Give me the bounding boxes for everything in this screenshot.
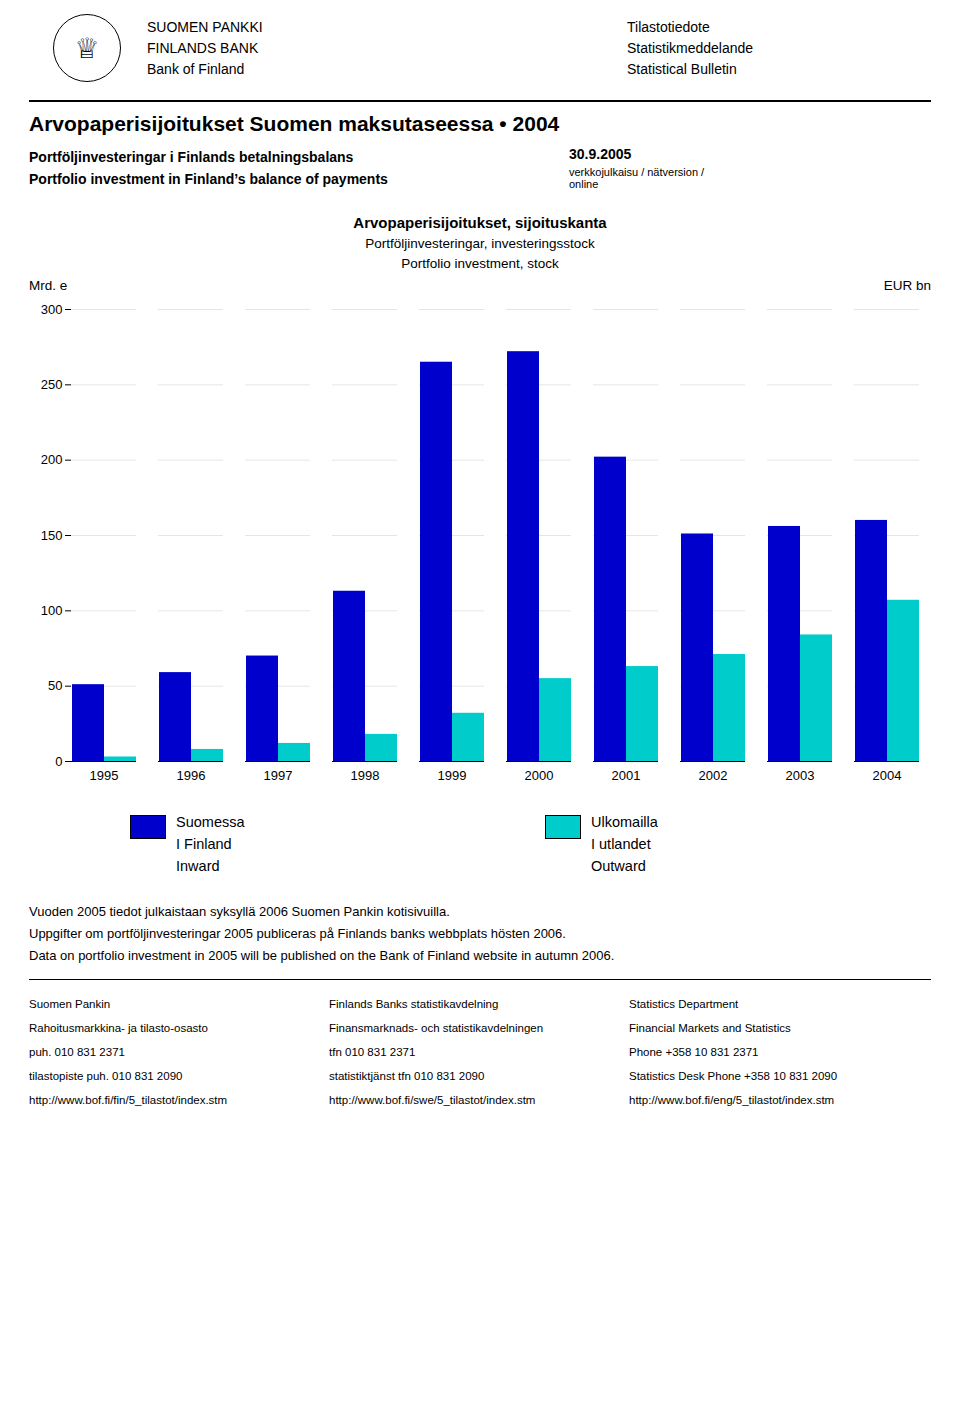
html-text:http://www.bof.fi/swe/5_tilast: http://www.bof.fi/swe/5_tilastot/index.s… xyxy=(329,1094,536,1106)
svg-text:1999: 1999 xyxy=(438,768,467,783)
html-text:verkkojulkaisu / nätversion /: verkkojulkaisu / nätversion / online xyxy=(569,166,705,190)
html-text:Portfolio investment in Finlan: Portfolio investment in Finland’s balanc… xyxy=(29,171,388,187)
svg-text:1998: 1998 xyxy=(351,768,380,783)
html-text:Tilastotiedote: Tilastotiedote xyxy=(627,18,710,35)
html-text:tfn 010 831 2371: tfn 010 831 2371 xyxy=(329,1046,416,1058)
svg-text:200: 200 xyxy=(41,452,63,467)
html-text:Bank of Finland: Bank of Finland xyxy=(147,60,245,77)
html-text:Finlands Banks statistikavdeln: Finlands Banks statistikavdelning xyxy=(329,998,499,1010)
svg-text:1995: 1995 xyxy=(90,768,119,783)
html-text:Portföljinvesteringar, investe: Portföljinvesteringar, investeringsstock xyxy=(365,236,595,251)
svg-text:250: 250 xyxy=(41,377,63,392)
html-text:Rahoitusmarkkina- ja tilasto-o: Rahoitusmarkkina- ja tilasto-osasto xyxy=(29,1022,208,1034)
html-text:statistiktjänst tfn 010 831 20: statistiktjänst tfn 010 831 2090 xyxy=(329,1070,485,1082)
html-text:tilastopiste puh. 010 831 2090: tilastopiste puh. 010 831 2090 xyxy=(29,1070,183,1082)
svg-text:1996: 1996 xyxy=(177,768,206,783)
html-text:Vuoden 2005 tiedot julkaistaan: Vuoden 2005 tiedot julkaistaan syksyllä … xyxy=(29,904,450,919)
svg-text:2000: 2000 xyxy=(525,768,554,783)
html-text:FINLANDS BANK: FINLANDS BANK xyxy=(147,39,259,56)
html-text:Statistics Desk Phone +358 10: Statistics Desk Phone +358 10 831 2090 xyxy=(629,1070,838,1082)
html-text:Arvopaperisijoitukset, sijoitu: Arvopaperisijoitukset, sijoituskanta xyxy=(353,214,607,231)
html-text:http://www.bof.fi/fin/5_tilast: http://www.bof.fi/fin/5_tilastot/index.s… xyxy=(29,1094,228,1106)
svg-text:2003: 2003 xyxy=(786,768,815,783)
html-text:30.9.2005: 30.9.2005 xyxy=(569,146,632,162)
svg-text:1997: 1997 xyxy=(264,768,293,783)
svg-text:150: 150 xyxy=(41,528,63,543)
html-text:Statistikmeddelande: Statistikmeddelande xyxy=(627,39,754,56)
html-text:Suomessa I Finland Inward: Suomessa I Finland Inward xyxy=(176,814,245,874)
html-text:http://www.bof.fi/eng/5_tilast: http://www.bof.fi/eng/5_tilastot/index.s… xyxy=(629,1094,835,1106)
svg-text:2004: 2004 xyxy=(873,768,902,783)
html-text:Mrd. e: Mrd. e xyxy=(29,278,68,293)
html-text:Financial Markets and Statisti: Financial Markets and Statistics xyxy=(629,1022,791,1034)
html-text:Suomen Pankin: Suomen Pankin xyxy=(29,998,111,1010)
svg-text:50: 50 xyxy=(48,678,62,693)
html-text:Statistics Department: Statistics Department xyxy=(629,998,739,1010)
html-text:EUR bn: EUR bn xyxy=(883,278,931,293)
html-text:Finansmarknads- och statistika: Finansmarknads- och statistikavdelningen xyxy=(329,1022,544,1034)
html-text:Data on portfolio investment i: Data on portfolio investment in 2005 wil… xyxy=(29,948,615,963)
svg-text:2001: 2001 xyxy=(612,768,641,783)
html-text:Phone +358 10 831 2371: Phone +358 10 831 2371 xyxy=(629,1046,759,1058)
html-text:Ulkomailla I utlandet Outward: Ulkomailla I utlandet Outward xyxy=(591,814,658,874)
svg-text:100: 100 xyxy=(41,603,63,618)
html-text:puh. 010 831 2371: puh. 010 831 2371 xyxy=(29,1046,125,1058)
html-text:SUOMEN PANKKI: SUOMEN PANKKI xyxy=(147,18,263,35)
html-text:Portföljinvesteringar i Finlan: Portföljinvesteringar i Finlands betalni… xyxy=(29,149,354,165)
html-text:Statistical Bulletin: Statistical Bulletin xyxy=(627,60,737,77)
svg-text:300: 300 xyxy=(41,302,63,317)
html-text:Uppgifter om portföljinvesteri: Uppgifter om portföljinvesteringar 2005 … xyxy=(29,926,566,941)
html-text:Portfolio investment, stock: Portfolio investment, stock xyxy=(401,256,559,271)
svg-text:2002: 2002 xyxy=(699,768,728,783)
svg-text:0: 0 xyxy=(55,754,62,769)
html-text:Arvopaperisijoitukset Suomen m: Arvopaperisijoitukset Suomen maksutasees… xyxy=(29,112,560,135)
